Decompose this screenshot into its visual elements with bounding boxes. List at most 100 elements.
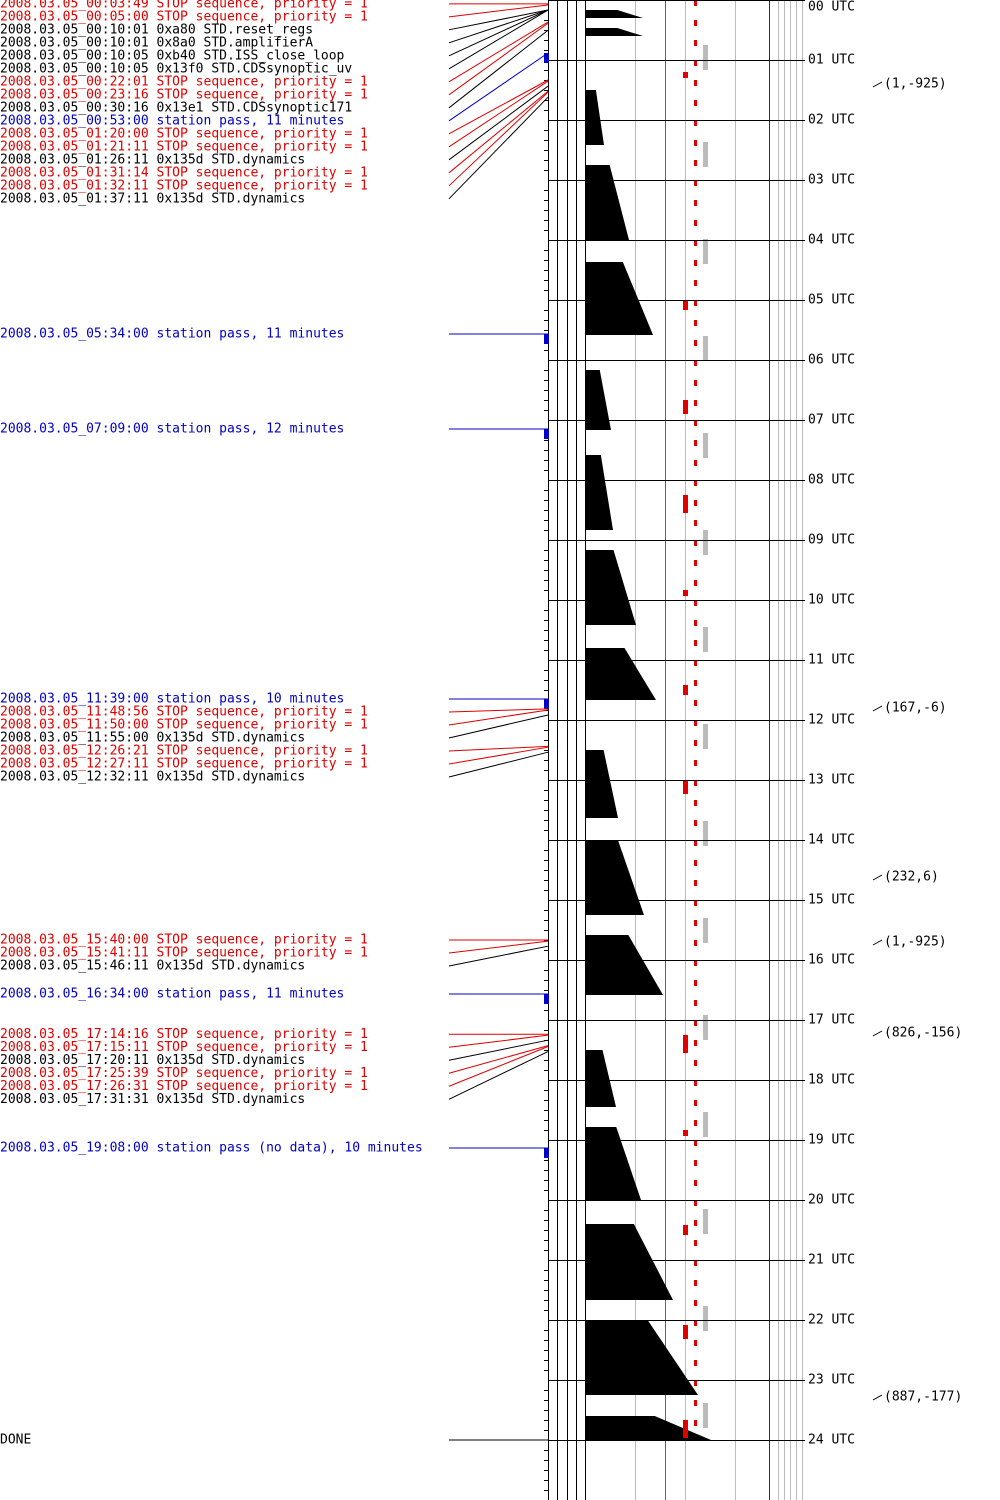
event-label: 2008.03.05_00:10:01 0x8a0 STD.amplifierA — [0, 35, 313, 50]
hour-label: 16 UTC — [808, 953, 855, 968]
hour-label: 11 UTC — [808, 653, 855, 668]
event-connector — [448, 80, 549, 148]
event-connector — [448, 21, 549, 83]
event-connector — [448, 79, 549, 135]
hour-label: 08 UTC — [808, 473, 855, 488]
hour-label: 10 UTC — [808, 593, 855, 608]
red-mark — [683, 400, 688, 414]
red-mark — [683, 495, 688, 513]
frame — [548, 0, 803, 1500]
event-connector — [448, 746, 549, 765]
hour-label: 03 UTC — [808, 173, 855, 188]
annotation-label: (167,-6) — [884, 701, 947, 716]
event-connector — [448, 1051, 549, 1100]
event-connector — [448, 714, 549, 739]
hour-label: 05 UTC — [808, 293, 855, 308]
event-connector — [448, 22, 549, 96]
activity-block — [586, 550, 636, 625]
event-connector — [448, 1034, 549, 1048]
red-mark — [683, 1035, 688, 1053]
red-mark — [683, 685, 688, 695]
annotation-tick — [872, 939, 883, 946]
event-label: 2008.03.05_11:39:00 station pass, 10 min… — [0, 692, 344, 707]
station-pass-mark — [544, 994, 549, 1004]
event-connector — [448, 85, 549, 161]
event-label: 2008.03.05_00:03:49 STOP sequence, prior… — [0, 0, 368, 11]
activity-block — [586, 90, 604, 145]
activity-block — [586, 455, 613, 530]
event-label: 2008.03.05_17:26:31 STOP sequence, prior… — [0, 1079, 368, 1094]
annotation-tick — [872, 874, 883, 881]
event-label: 2008.03.05_15:46:11 0x135d STD.dynamics — [0, 959, 305, 974]
activity-block — [586, 370, 611, 430]
activity-block — [586, 28, 643, 36]
activity-block — [586, 750, 618, 818]
event-label: 2008.03.05_11:55:00 0x135d STD.dynamics — [0, 731, 305, 746]
event-label: 2008.03.05_12:32:11 0x135d STD.dynamics — [0, 770, 305, 785]
station-pass-mark — [544, 699, 549, 709]
event-label: 2008.03.05_17:20:11 0x135d STD.dynamics — [0, 1053, 305, 1068]
activity-block — [586, 935, 663, 995]
hour-label: 17 UTC — [808, 1013, 855, 1028]
annotation-label: (232,6) — [884, 870, 939, 885]
event-label: 2008.03.05_01:37:11 0x135d STD.dynamics — [0, 191, 305, 206]
hour-label: 20 UTC — [808, 1193, 855, 1208]
event-label: 2008.03.05_11:48:56 STOP sequence, prior… — [0, 705, 368, 720]
event-label: 2008.03.05_17:15:11 STOP sequence, prior… — [0, 1040, 368, 1055]
annotation-label: (826,-156) — [884, 1026, 962, 1041]
event-label: 2008.03.05_00:10:05 0x13f0 STD.CDSsynopt… — [0, 61, 352, 76]
event-connector — [448, 1039, 549, 1061]
event-label: DONE — [0, 1433, 31, 1448]
station-pass-mark — [544, 334, 549, 344]
event-label: 2008.03.05_01:32:11 STOP sequence, prior… — [0, 178, 368, 193]
activity-block — [586, 1224, 673, 1300]
hour-label: 04 UTC — [808, 233, 855, 248]
event-connector — [448, 945, 549, 967]
activity-block — [586, 840, 644, 915]
event-label: 2008.03.05_17:14:16 STOP sequence, prior… — [0, 1027, 368, 1042]
hour-label: 09 UTC — [808, 533, 855, 548]
event-label: 2008.03.05_00:30:16 0x13e1 STD.CDSsynopt… — [0, 100, 352, 115]
event-connector — [448, 9, 549, 31]
hour-label: 06 UTC — [808, 353, 855, 368]
event-label: 2008.03.05_05:34:00 station pass, 11 min… — [0, 327, 344, 342]
red-mark — [683, 1420, 688, 1438]
event-label: 2008.03.05_17:25:39 STOP sequence, prior… — [0, 1066, 368, 1081]
event-label: 2008.03.05_00:22:01 STOP sequence, prior… — [0, 74, 368, 89]
event-connector — [448, 708, 549, 713]
event-connector — [448, 940, 549, 954]
annotation-tick — [872, 705, 883, 712]
event-label: 2008.03.05_15:41:11 STOP sequence, prior… — [0, 946, 368, 961]
hour-label: 23 UTC — [808, 1373, 855, 1388]
activity-block — [586, 648, 656, 700]
event-connector — [448, 1045, 549, 1074]
annotation-label: (1,-925) — [884, 935, 947, 950]
annotation-label: (887,-177) — [884, 1390, 962, 1405]
hour-label: 02 UTC — [808, 113, 855, 128]
hour-label: 14 UTC — [808, 833, 855, 848]
event-connector — [448, 90, 549, 174]
hour-label: 07 UTC — [808, 413, 855, 428]
hour-label: 24 UTC — [808, 1433, 855, 1448]
hour-label: 22 UTC — [808, 1313, 855, 1328]
event-label: 2008.03.05_15:40:00 STOP sequence, prior… — [0, 933, 368, 948]
hour-label: 12 UTC — [808, 713, 855, 728]
annotation-label: (1,-925) — [884, 77, 947, 92]
event-connector — [448, 9, 549, 44]
activity-block — [586, 1127, 641, 1200]
event-connector — [448, 9, 549, 70]
event-connector — [448, 52, 549, 122]
hour-label: 21 UTC — [808, 1253, 855, 1268]
station-pass-mark — [544, 53, 549, 63]
red-mark — [683, 300, 688, 310]
station-pass-mark — [544, 429, 549, 439]
event-connector — [448, 745, 549, 752]
event-label: 2008.03.05_00:23:16 STOP sequence, prior… — [0, 87, 368, 102]
event-label: 2008.03.05_16:34:00 station pass, 11 min… — [0, 987, 344, 1002]
red-mark — [683, 72, 688, 78]
station-pass-mark — [544, 1148, 549, 1158]
red-mark — [683, 1225, 688, 1235]
activity-block — [586, 1416, 711, 1440]
event-label: 2008.03.05_12:26:21 STOP sequence, prior… — [0, 744, 368, 759]
event-label: 2008.03.05_12:27:11 STOP sequence, prior… — [0, 757, 368, 772]
